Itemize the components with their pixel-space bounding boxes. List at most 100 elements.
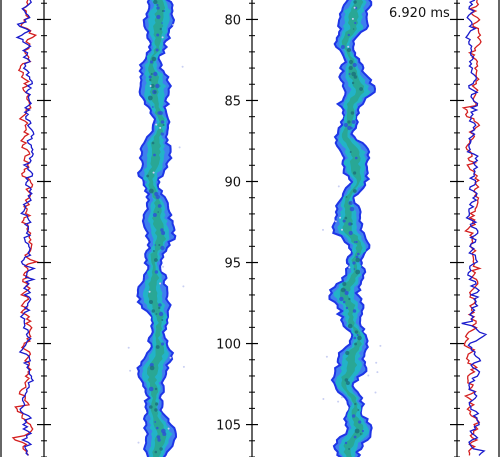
- right-field-speckle: [348, 59, 354, 65]
- right-field-speckle: [357, 335, 362, 341]
- left-profile-lines: [11, 0, 39, 456]
- left-field-speckle: [158, 311, 164, 317]
- left-field-speckle: [161, 22, 163, 24]
- right-field-speckle: [351, 120, 356, 124]
- left-field-speckle: [149, 78, 152, 82]
- left-field-speckle: [161, 10, 164, 12]
- left-field-speckle: [148, 75, 152, 79]
- right-field-speckle: [353, 0, 357, 4]
- left-field-faint-dot: [159, 126, 162, 129]
- left-field-speckle: [152, 250, 155, 252]
- right-profile-lines: [461, 0, 488, 456]
- right-field-speckle: [339, 296, 344, 302]
- right-field-faint-dot: [337, 400, 340, 403]
- right-field-speckle: [344, 378, 349, 382]
- right-field-speckle: [354, 342, 357, 346]
- left-field-speckle: [151, 56, 157, 62]
- left-field-speckle: [153, 0, 158, 5]
- left-field-speckle: [155, 402, 159, 406]
- right-field-speckle: [348, 73, 351, 75]
- left-field-faint-dot: [159, 282, 162, 285]
- right-field-faint-dot: [379, 344, 382, 347]
- left-field-speckle: [162, 124, 165, 126]
- left-field-faint-dot: [148, 290, 151, 293]
- right-field-speckle: [345, 381, 350, 385]
- right-field-speckle: [355, 269, 361, 275]
- right-profile-ticks: [450, 2, 464, 457]
- left-field-faint-dot: [162, 265, 165, 268]
- right-field-speckle: [354, 402, 357, 406]
- left-field-speckle: [151, 106, 154, 108]
- right-field-speckle: [355, 156, 358, 160]
- depth-tick-label: 80: [224, 13, 241, 28]
- right-field-speckle: [346, 47, 352, 53]
- depth-tick-label: 85: [224, 94, 241, 109]
- right-field-speckle: [349, 151, 352, 153]
- right-field-speckle: [347, 33, 350, 37]
- left-field-speckle: [161, 231, 166, 235]
- left-field-speckle: [161, 319, 164, 321]
- depth-axis-ticks: 80 85 90 95 100 105: [216, 2, 258, 457]
- right-field-faint-dot: [339, 216, 342, 219]
- left-field-speckle: [156, 435, 161, 439]
- left-field-speckle: [151, 141, 155, 145]
- right-field-faint-dot: [375, 361, 378, 364]
- left-field-faint-dot: [182, 285, 185, 288]
- right-field-speckle: [358, 420, 362, 424]
- left-field-faint-dot: [152, 171, 155, 174]
- right-field-speckle: [361, 429, 364, 433]
- depth-tick-label: 95: [224, 257, 241, 272]
- right-field-faint-dot: [367, 374, 370, 377]
- left-field-faint-dot: [172, 23, 175, 26]
- left-field-speckle: [155, 345, 160, 349]
- left-field-faint-dot: [129, 369, 132, 372]
- right-field-speckle: [352, 28, 355, 30]
- left-field-speckle: [156, 6, 160, 10]
- left-field-faint-dot: [181, 65, 184, 68]
- left-field-faint-dot: [167, 427, 170, 430]
- left-field-structure: [127, 0, 185, 457]
- left-field-speckle: [161, 428, 166, 434]
- left-field-speckle: [154, 270, 159, 274]
- right-field-speckle: [359, 87, 363, 91]
- right-field-faint-dot: [340, 396, 343, 399]
- right-field-speckle: [342, 219, 346, 223]
- right-field-speckle: [353, 336, 357, 340]
- right-field-speckle: [354, 21, 357, 25]
- right-field-mid-band: [333, 0, 371, 457]
- left-field-faint-dot: [137, 441, 140, 444]
- left-field-speckle: [147, 95, 153, 101]
- left-field-speckle: [156, 426, 159, 430]
- left-profile-ticks: [37, 2, 51, 457]
- left-field-speckle: [154, 450, 158, 454]
- left-profile-panel: [0, 0, 51, 457]
- right-field-speckle: [347, 125, 352, 131]
- left-field-speckle: [158, 303, 162, 307]
- left-field-speckle: [160, 120, 165, 124]
- right-field-speckle: [343, 122, 348, 128]
- right-profile-panel: [450, 0, 500, 457]
- right-field-speckle: [342, 300, 346, 304]
- right-field-speckle: [345, 350, 350, 356]
- right-field-speckle: [350, 222, 353, 226]
- right-field-faint-dot: [322, 398, 325, 400]
- left-field-speckle: [149, 300, 153, 304]
- right-field-speckle: [344, 290, 349, 296]
- left-field-speckle: [153, 153, 156, 157]
- left-field-faint-dot: [178, 146, 181, 149]
- right-field-faint-dot: [347, 45, 350, 48]
- left-field-speckle: [156, 3, 159, 7]
- right-field-speckle: [345, 306, 349, 310]
- left-field-speckle: [159, 447, 163, 451]
- left-field-speckle: [154, 421, 157, 423]
- left-field-speckle: [158, 244, 161, 246]
- left-field-speckle: [154, 191, 159, 197]
- left-field-speckle: [155, 83, 160, 89]
- left-field-speckle: [155, 48, 159, 52]
- right-field-speckle: [348, 448, 351, 450]
- left-field-speckle: [148, 386, 154, 392]
- left-field-speckle: [149, 60, 154, 64]
- right-profile-red-line: [461, 0, 482, 456]
- right-field-speckle: [349, 206, 355, 212]
